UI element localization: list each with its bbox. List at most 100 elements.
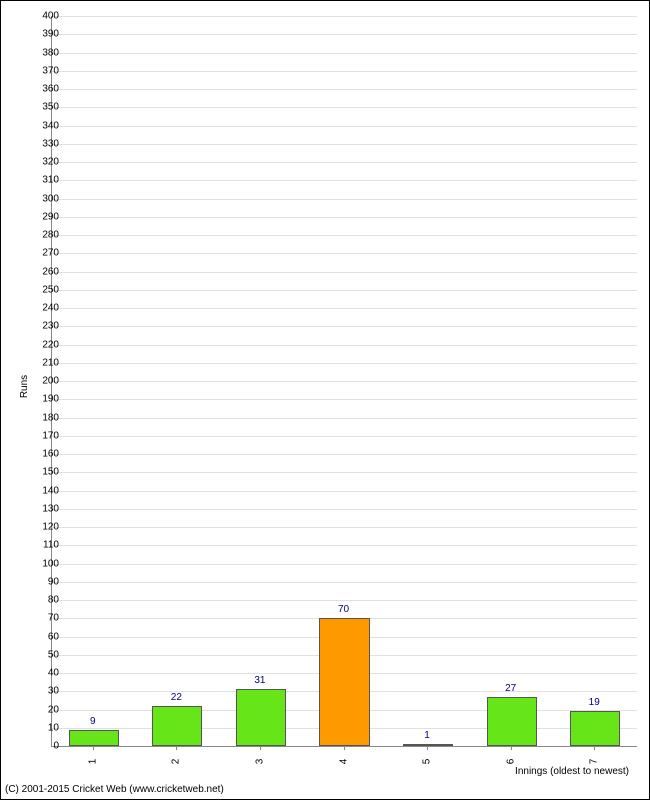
xtick-mark: [344, 746, 345, 750]
ytick-label: 330: [29, 138, 59, 149]
gridline: [52, 491, 637, 492]
ytick-label: 150: [29, 467, 59, 478]
ytick-label: 200: [29, 376, 59, 387]
ytick-label: 270: [29, 248, 59, 259]
gridline: [52, 199, 637, 200]
bar: [319, 618, 369, 746]
gridline: [52, 472, 637, 473]
ytick-label: 350: [29, 102, 59, 113]
ytick-label: 400: [29, 11, 59, 22]
ytick-label: 50: [29, 649, 59, 660]
gridline: [52, 290, 637, 291]
gridline: [52, 107, 637, 108]
ytick-label: 130: [29, 503, 59, 514]
gridline: [52, 436, 637, 437]
ytick-label: 340: [29, 120, 59, 131]
ytick-label: 140: [29, 485, 59, 496]
gridline: [52, 253, 637, 254]
gridline: [52, 509, 637, 510]
bar-value-label: 70: [338, 604, 349, 615]
gridline: [52, 454, 637, 455]
ytick-label: 110: [29, 540, 59, 551]
xtick-mark: [93, 746, 94, 750]
ytick-label: 210: [29, 357, 59, 368]
gridline: [52, 53, 637, 54]
bar-value-label: 9: [90, 716, 96, 727]
gridline: [52, 16, 637, 17]
ytick-label: 380: [29, 47, 59, 58]
gridline: [52, 381, 637, 382]
xtick-label: 7: [589, 759, 600, 765]
ytick-label: 250: [29, 284, 59, 295]
xtick-label: 5: [422, 759, 433, 765]
ytick-label: 190: [29, 394, 59, 405]
gridline: [52, 527, 637, 528]
gridline: [52, 308, 637, 309]
ytick-label: 90: [29, 576, 59, 587]
ytick-label: 310: [29, 175, 59, 186]
ytick-label: 230: [29, 321, 59, 332]
xtick-label: 3: [254, 759, 265, 765]
gridline: [52, 399, 637, 400]
gridline: [52, 180, 637, 181]
bar: [487, 697, 537, 746]
ytick-label: 170: [29, 430, 59, 441]
bar: [236, 689, 286, 746]
gridline: [52, 217, 637, 218]
gridline: [52, 34, 637, 35]
bar-value-label: 1: [424, 730, 430, 741]
bar: [570, 711, 620, 746]
xtick-label: 1: [87, 759, 98, 765]
plot-area: [51, 16, 637, 747]
copyright-text: (C) 2001-2015 Cricket Web (www.cricketwe…: [5, 784, 224, 795]
ytick-label: 160: [29, 449, 59, 460]
gridline: [52, 126, 637, 127]
gridline: [52, 545, 637, 546]
ytick-label: 220: [29, 339, 59, 350]
gridline: [52, 564, 637, 565]
ytick-label: 320: [29, 157, 59, 168]
gridline: [52, 418, 637, 419]
ytick-label: 370: [29, 65, 59, 76]
ytick-label: 300: [29, 193, 59, 204]
gridline: [52, 144, 637, 145]
gridline: [52, 162, 637, 163]
gridline: [52, 363, 637, 364]
gridline: [52, 235, 637, 236]
xtick-mark: [594, 746, 595, 750]
bar-value-label: 19: [589, 697, 600, 708]
ytick-label: 80: [29, 595, 59, 606]
gridline: [52, 345, 637, 346]
bar: [69, 730, 119, 746]
ytick-label: 70: [29, 613, 59, 624]
gridline: [52, 600, 637, 601]
xtick-mark: [260, 746, 261, 750]
ytick-label: 20: [29, 704, 59, 715]
ytick-label: 100: [29, 558, 59, 569]
ytick-label: 0: [29, 741, 59, 752]
chart-container: Runs Innings (oldest to newest) (C) 2001…: [0, 0, 650, 800]
xtick-mark: [176, 746, 177, 750]
ytick-label: 120: [29, 522, 59, 533]
gridline: [52, 272, 637, 273]
bar-value-label: 31: [254, 675, 265, 686]
gridline: [52, 582, 637, 583]
ytick-label: 30: [29, 686, 59, 697]
bar: [152, 706, 202, 746]
bar-value-label: 22: [171, 692, 182, 703]
ytick-label: 40: [29, 668, 59, 679]
ytick-label: 360: [29, 84, 59, 95]
ytick-label: 390: [29, 29, 59, 40]
x-axis-label: Innings (oldest to newest): [515, 766, 629, 777]
ytick-label: 290: [29, 211, 59, 222]
ytick-label: 260: [29, 266, 59, 277]
ytick-label: 60: [29, 631, 59, 642]
xtick-label: 6: [505, 759, 516, 765]
xtick-mark: [511, 746, 512, 750]
ytick-label: 10: [29, 722, 59, 733]
xtick-label: 2: [171, 759, 182, 765]
ytick-label: 280: [29, 230, 59, 241]
ytick-label: 240: [29, 303, 59, 314]
gridline: [52, 326, 637, 327]
xtick-mark: [427, 746, 428, 750]
